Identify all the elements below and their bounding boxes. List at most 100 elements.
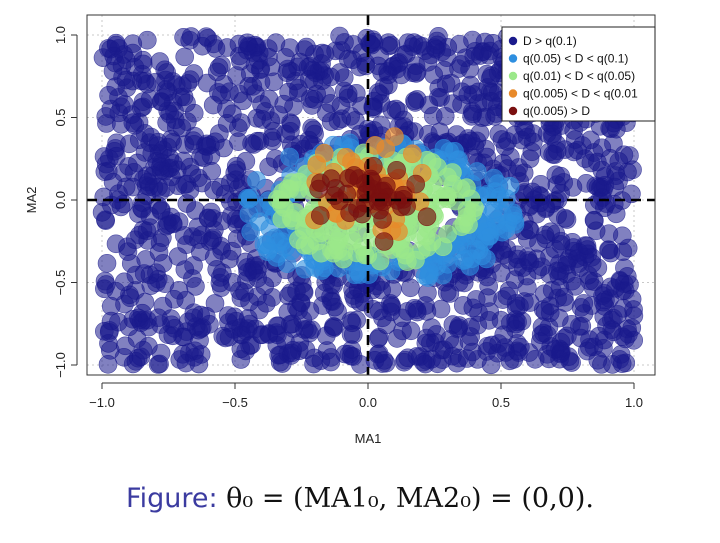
point-series-1 — [123, 71, 143, 91]
point-series-1 — [595, 198, 614, 218]
x-axis-title: MA1 — [355, 431, 382, 446]
point-series-5 — [394, 185, 413, 205]
point-series-2 — [277, 254, 297, 273]
point-series-2 — [241, 222, 260, 242]
point-series-1 — [267, 336, 287, 355]
point-series-5 — [311, 173, 330, 193]
y-tick-label: 0.0 — [53, 191, 68, 209]
point-series-4 — [403, 144, 422, 164]
point-series-1 — [197, 73, 217, 93]
scatter-chart: −1.0 −1.0 −0.5 −0.5 0.0 0.0 0.5 0.5 1.0 1.0 MA1 M… — [24, 14, 656, 446]
y-tick-label: −1.0 — [53, 352, 68, 378]
point-series-1 — [381, 294, 400, 313]
point-series-1 — [253, 110, 272, 129]
point-series-1 — [177, 322, 196, 341]
point-series-5 — [374, 232, 394, 251]
point-series-1 — [97, 254, 117, 273]
point-series-1 — [295, 320, 314, 339]
point-series-1 — [156, 70, 175, 90]
point-series-1 — [135, 124, 155, 143]
point-series-1 — [192, 318, 212, 337]
point-series-1 — [472, 42, 492, 62]
point-series-3 — [334, 249, 353, 269]
reference-lines — [87, 15, 655, 375]
point-series-1 — [554, 287, 574, 307]
point-series-1 — [328, 111, 348, 131]
point-series-1 — [387, 59, 407, 79]
point-series-1 — [181, 70, 200, 89]
point-series-1 — [143, 166, 163, 185]
point-series-3 — [443, 163, 462, 182]
point-series-1 — [622, 184, 641, 204]
point-series-1 — [557, 264, 576, 284]
point-series-1 — [177, 93, 196, 113]
point-series-1 — [594, 292, 613, 312]
point-series-1 — [374, 77, 394, 97]
y-axis-title: MA2 — [24, 187, 39, 214]
point-series-1 — [423, 106, 443, 126]
point-series-1 — [128, 348, 148, 368]
point-series-1 — [148, 355, 168, 374]
point-series-1 — [175, 260, 195, 279]
point-series-2 — [280, 147, 299, 167]
point-series-3 — [397, 252, 417, 271]
point-series-1 — [453, 296, 473, 315]
point-series-1 — [622, 289, 642, 309]
figure-caption: Figure: θ₀ = (MA1₀, MA2₀) = (0,0). — [0, 483, 720, 514]
point-series-1 — [405, 91, 424, 111]
axes: −1.0 −1.0 −0.5 −0.5 0.0 0.0 0.5 0.5 1.0 1.0 — [53, 26, 643, 410]
point-series-1 — [101, 99, 121, 119]
point-series-5 — [387, 160, 406, 180]
point-series-1 — [173, 345, 193, 364]
point-series-1 — [99, 323, 119, 342]
y-tick-label: 1.0 — [53, 26, 68, 44]
point-series-1 — [341, 324, 361, 344]
legend-box — [501, 26, 656, 122]
point-series-1 — [155, 274, 175, 294]
legend-label: q(0.05) < D < q(0.1) — [523, 52, 628, 66]
point-series-2 — [480, 227, 499, 246]
point-series-1 — [577, 236, 597, 256]
point-series-1 — [537, 325, 557, 344]
point-series-1 — [250, 131, 270, 151]
point-series-1 — [205, 294, 225, 313]
point-series-5 — [310, 206, 330, 225]
point-series-5 — [373, 192, 393, 212]
point-series-3 — [416, 227, 436, 246]
legend-marker — [508, 71, 518, 81]
point-series-1 — [182, 164, 202, 184]
point-series-4 — [365, 136, 385, 155]
point-series-1 — [592, 138, 612, 158]
point-series-1 — [545, 145, 565, 164]
point-series-1 — [156, 178, 176, 197]
point-series-1 — [123, 34, 143, 54]
point-series-1 — [321, 291, 341, 311]
point-series-1 — [219, 313, 238, 332]
point-series-5 — [406, 174, 426, 194]
point-series-5 — [337, 184, 357, 204]
point-series-1 — [282, 343, 302, 363]
point-series-1 — [421, 333, 440, 353]
point-series-1 — [240, 292, 259, 312]
point-series-1 — [493, 290, 512, 309]
legend-label: q(0.005) > D — [523, 104, 590, 118]
caption-label: Figure: — [126, 483, 218, 514]
point-series-1 — [123, 113, 143, 133]
point-series-1 — [300, 56, 320, 76]
point-series-1 — [189, 354, 209, 374]
point-series-1 — [620, 146, 639, 165]
point-series-5 — [373, 210, 392, 229]
legend-label: D > q(0.1) — [523, 34, 577, 48]
point-series-1 — [523, 182, 542, 202]
point-series-1 — [198, 28, 218, 48]
legend-marker — [508, 54, 518, 63]
point-series-1 — [133, 220, 153, 240]
point-series-1 — [217, 114, 237, 133]
legend: D > q(0.1) q(0.05) < D < q(0.1) q(0.01) < … — [501, 26, 656, 122]
point-series-2 — [454, 251, 473, 270]
point-series-1 — [477, 147, 497, 167]
point-series-1 — [431, 299, 451, 319]
point-series-1 — [133, 97, 153, 117]
point-series-1 — [324, 317, 343, 336]
point-series-2 — [486, 182, 505, 201]
